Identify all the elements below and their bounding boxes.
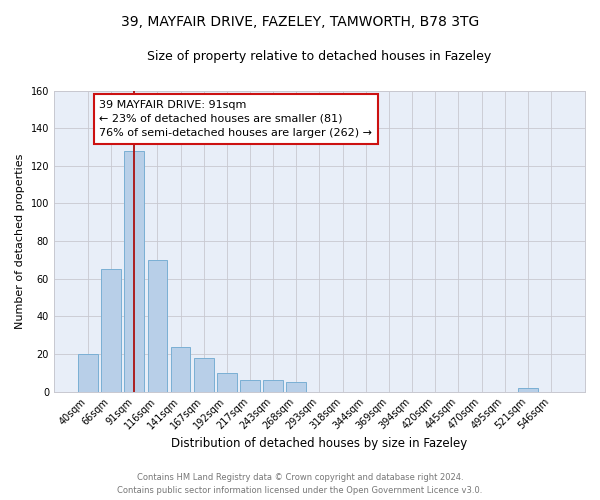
Bar <box>194 358 214 392</box>
Text: 39 MAYFAIR DRIVE: 91sqm
← 23% of detached houses are smaller (81)
76% of semi-de: 39 MAYFAIR DRIVE: 91sqm ← 23% of detache… <box>100 100 373 138</box>
Bar <box>78 354 98 392</box>
Bar <box>217 373 236 392</box>
Bar <box>240 380 260 392</box>
Text: Contains HM Land Registry data © Crown copyright and database right 2024.
Contai: Contains HM Land Registry data © Crown c… <box>118 474 482 495</box>
Bar <box>518 388 538 392</box>
Text: 39, MAYFAIR DRIVE, FAZELEY, TAMWORTH, B78 3TG: 39, MAYFAIR DRIVE, FAZELEY, TAMWORTH, B7… <box>121 15 479 29</box>
Y-axis label: Number of detached properties: Number of detached properties <box>15 154 25 329</box>
X-axis label: Distribution of detached houses by size in Fazeley: Distribution of detached houses by size … <box>172 437 467 450</box>
Bar <box>124 151 144 392</box>
Bar <box>263 380 283 392</box>
Title: Size of property relative to detached houses in Fazeley: Size of property relative to detached ho… <box>148 50 491 63</box>
Bar <box>148 260 167 392</box>
Bar <box>286 382 306 392</box>
Bar <box>170 346 190 392</box>
Bar <box>101 270 121 392</box>
